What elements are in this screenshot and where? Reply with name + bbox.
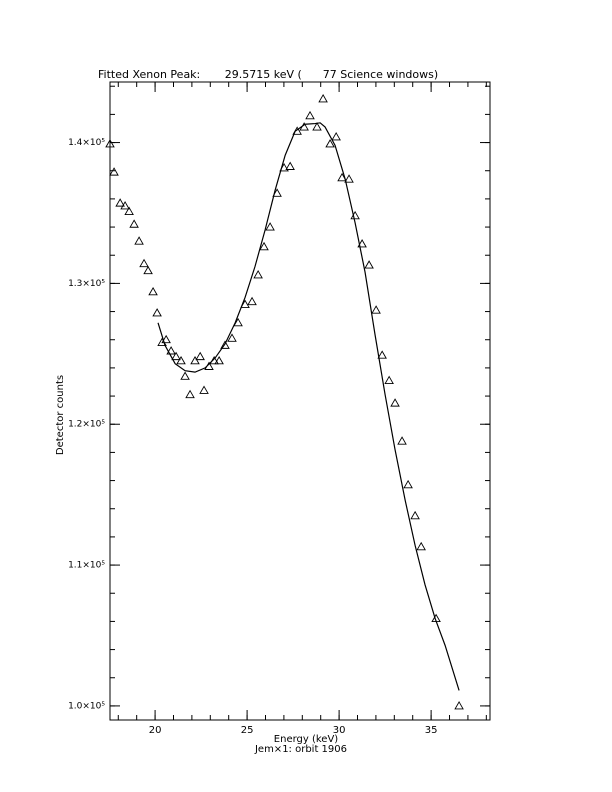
data-point — [143, 265, 153, 275]
data-point — [105, 139, 115, 148]
data-point — [377, 350, 387, 359]
data-point — [403, 479, 413, 489]
data-point — [161, 334, 171, 344]
data-point — [129, 219, 139, 228]
data-point — [325, 139, 335, 148]
data-point — [190, 355, 200, 365]
data-point — [220, 340, 230, 349]
data-point — [384, 375, 394, 385]
y-tick-label: 1.3×10⁵ — [68, 279, 105, 289]
data-point — [344, 174, 354, 183]
x-tick-label: 25 — [241, 725, 254, 736]
data-point — [331, 132, 341, 141]
data-point — [166, 346, 176, 355]
data-point — [397, 436, 407, 445]
data-point — [357, 239, 367, 248]
fit-line — [157, 122, 460, 691]
data-point — [152, 308, 162, 317]
data-point — [318, 93, 328, 103]
data-point — [227, 333, 237, 342]
y-tick-label: 1.0×10⁵ — [68, 701, 105, 711]
data-point — [364, 260, 374, 269]
data-point — [134, 236, 144, 245]
data-point — [148, 286, 158, 296]
data-point — [109, 167, 119, 176]
y-axis-label: Detector counts — [55, 375, 66, 455]
data-point — [285, 161, 295, 170]
data-point — [410, 510, 420, 520]
data-point — [265, 222, 275, 231]
data-point — [185, 389, 195, 399]
x-tick-label: 30 — [333, 725, 346, 736]
subtitle: Jem×1: orbit 1906 — [254, 744, 347, 755]
data-point — [139, 258, 149, 268]
data-point — [390, 398, 400, 407]
plot-frame — [109, 81, 491, 721]
data-point — [176, 355, 186, 365]
data-point — [416, 541, 426, 551]
data-point — [120, 201, 130, 210]
data-point — [253, 270, 263, 279]
x-axis-label: Energy (keV) — [274, 734, 339, 745]
chart-title: Fitted Xenon Peak: 29.5715 keV ( 77 Scie… — [98, 68, 438, 81]
data-point — [171, 351, 181, 361]
data-point — [115, 198, 125, 207]
data-point — [214, 355, 224, 365]
data-point — [199, 385, 209, 394]
data-point — [124, 206, 134, 216]
y-tick-label: 1.1×10⁵ — [68, 561, 105, 571]
x-tick-label: 35 — [425, 725, 438, 736]
x-tick-label: 20 — [149, 725, 162, 736]
data-point — [180, 371, 190, 380]
data-point — [259, 241, 269, 251]
data-point — [233, 317, 243, 327]
data-point — [371, 305, 381, 314]
data-point — [305, 110, 315, 120]
y-tick-label: 1.4×10⁵ — [68, 138, 105, 148]
y-tick-label: 1.2×10⁵ — [68, 420, 105, 430]
data-point — [247, 296, 257, 306]
data-point — [312, 122, 322, 131]
data-point — [195, 351, 205, 361]
data-point — [454, 701, 464, 710]
